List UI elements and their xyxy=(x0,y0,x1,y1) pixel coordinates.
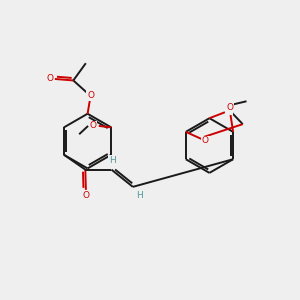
Text: O: O xyxy=(82,191,89,200)
Text: O: O xyxy=(89,122,96,130)
Text: O: O xyxy=(87,91,94,100)
Text: H: H xyxy=(136,191,143,200)
Text: O: O xyxy=(46,74,53,83)
Text: H: H xyxy=(109,156,116,165)
Text: O: O xyxy=(202,136,209,145)
Text: O: O xyxy=(227,103,234,112)
Text: O: O xyxy=(226,105,232,114)
